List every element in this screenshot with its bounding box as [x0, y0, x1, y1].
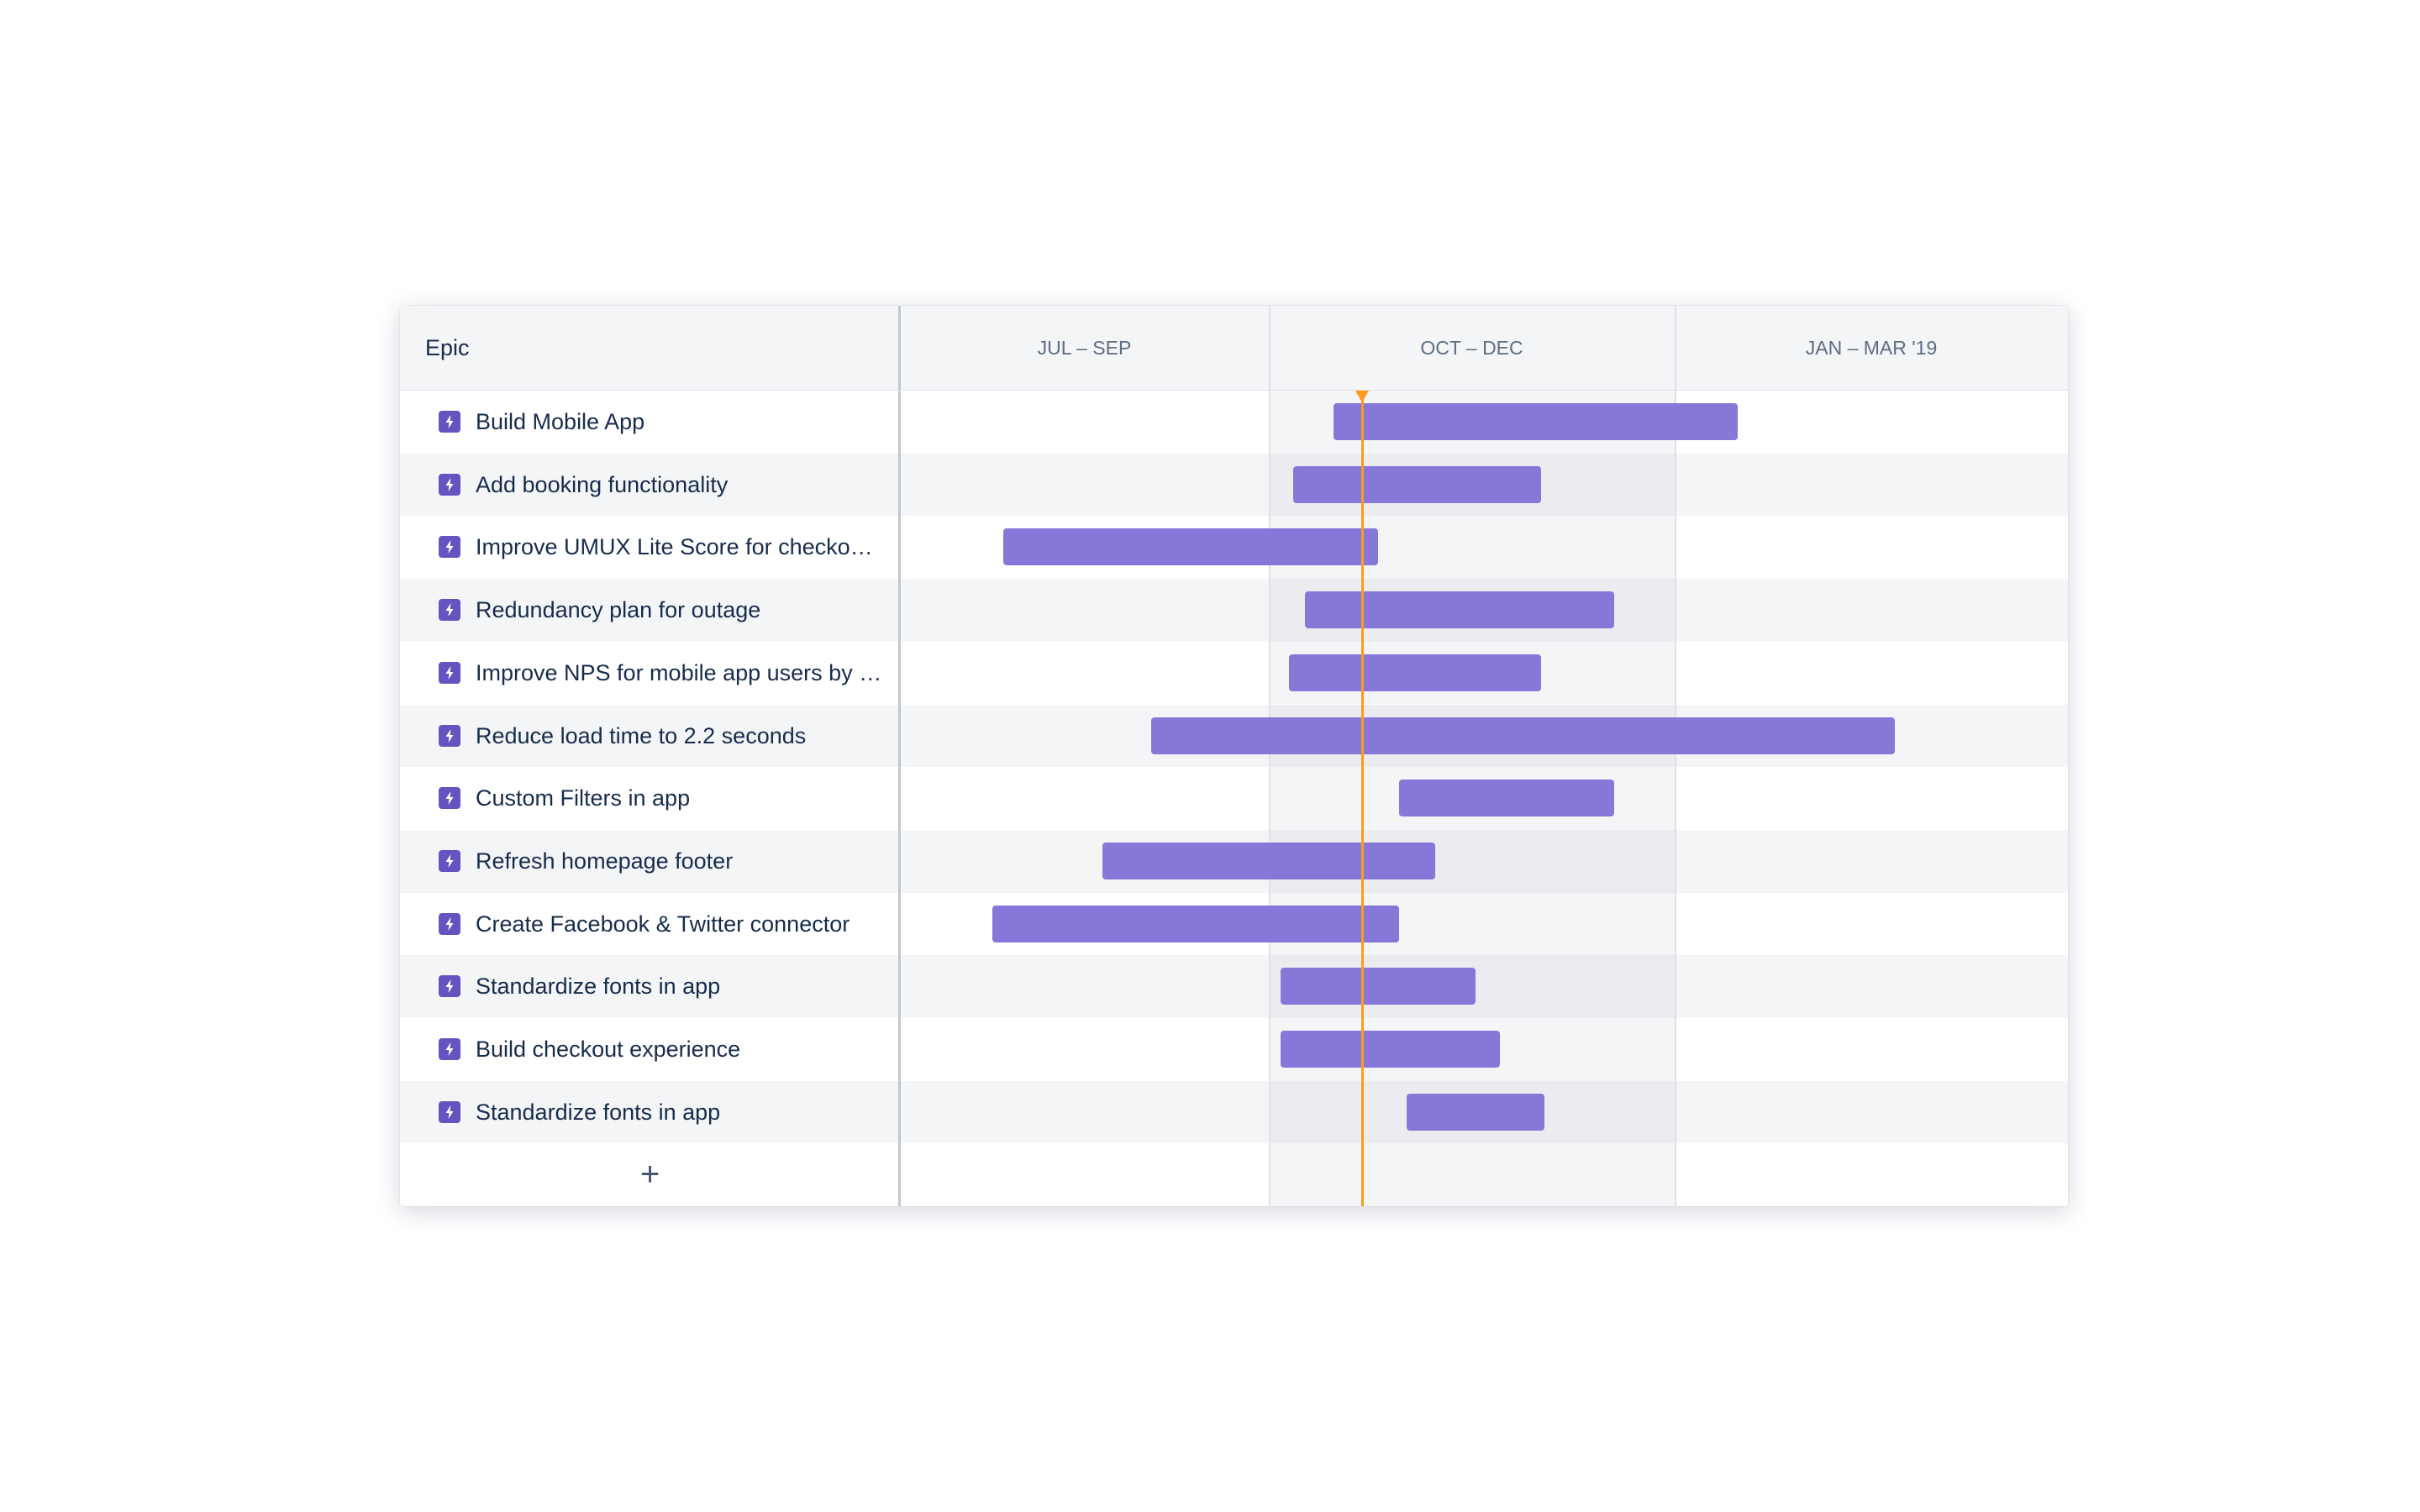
epic-title[interactable]: Custom Filters in app	[476, 785, 691, 811]
current-quarter-shade	[1269, 1143, 1675, 1206]
epic-title[interactable]: Standardize fonts in app	[476, 1099, 721, 1125]
epic-bar[interactable]	[1150, 717, 1896, 754]
epic-icon	[439, 975, 460, 998]
epic-bar[interactable]	[1305, 591, 1614, 629]
epic-title[interactable]: Improve NPS for mobile app users by …	[476, 659, 882, 685]
epic-title[interactable]: Improve UMUX Lite Score for checko…	[476, 534, 873, 560]
epic-title[interactable]: Refresh homepage footer	[476, 848, 734, 874]
row-background	[400, 453, 2068, 517]
epic-icon	[439, 1038, 460, 1060]
epic-icon	[439, 599, 460, 622]
row-background	[400, 1018, 2068, 1081]
epic-bar[interactable]	[1398, 780, 1614, 817]
epic-bar[interactable]	[1102, 842, 1436, 879]
epic-icon	[439, 536, 460, 559]
quarter-divider	[1269, 306, 1270, 1206]
epic-title[interactable]: Standardize fonts in app	[476, 974, 721, 1000]
epic-icon	[439, 787, 460, 810]
quarter-label: JUL – SEP	[1037, 337, 1132, 359]
epic-title[interactable]: Create Facebook & Twitter connector	[476, 911, 850, 937]
epic-icon	[439, 661, 460, 684]
row-background	[400, 955, 2068, 1018]
epic-icon	[439, 724, 460, 747]
today-line	[1360, 391, 1364, 1206]
epic-icon	[439, 411, 460, 433]
epic-bar[interactable]	[1292, 465, 1541, 503]
epic-title[interactable]: Redundancy plan for outage	[476, 597, 761, 623]
epic-icon	[439, 473, 460, 496]
epic-title[interactable]: Build Mobile App	[476, 409, 645, 434]
epic-title[interactable]: Reduce load time to 2.2 seconds	[476, 722, 807, 748]
row-background	[400, 641, 2068, 705]
epic-bar[interactable]	[1281, 968, 1476, 1005]
header-epic: Epic	[425, 335, 470, 360]
row-background	[400, 391, 2068, 454]
epic-bar[interactable]	[992, 905, 1399, 942]
epic-icon	[439, 1100, 460, 1123]
epic-bar[interactable]	[1407, 1093, 1545, 1131]
row-background	[400, 1080, 2068, 1144]
epic-bar[interactable]	[1281, 1031, 1501, 1068]
row-background	[400, 1143, 2068, 1206]
quarter-divider	[1675, 306, 1676, 1206]
quarter-label: OCT – DEC	[1420, 337, 1523, 359]
epic-icon	[439, 849, 460, 872]
epic-column-divider	[898, 306, 901, 1206]
today-marker	[1355, 391, 1370, 402]
add-epic-button[interactable]: +	[639, 1156, 660, 1194]
roadmap-table: Epic JUL – SEP OCT – DEC JAN – MAR '19 Build…	[400, 306, 2068, 1206]
header-background	[400, 306, 2068, 391]
row-background	[400, 767, 2068, 830]
epic-title[interactable]: Build checkout experience	[476, 1037, 741, 1062]
epic-icon	[439, 912, 460, 935]
epic-bar[interactable]	[1289, 654, 1541, 691]
epic-bar[interactable]	[1334, 403, 1738, 440]
quarter-label: JAN – MAR '19	[1805, 337, 1938, 359]
row-background	[400, 579, 2068, 642]
epic-title[interactable]: Add booking functionality	[476, 471, 729, 497]
header-border	[400, 390, 2068, 391]
epic-bar[interactable]	[1002, 528, 1379, 566]
